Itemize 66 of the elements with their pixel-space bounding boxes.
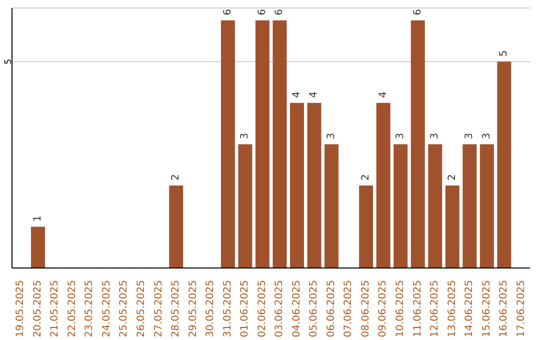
data-label: 6 [222, 9, 234, 16]
x-tick-label: 09.06.2025 [378, 280, 389, 338]
data-label: 4 [308, 92, 320, 98]
data-label: 3 [240, 132, 251, 140]
bar [238, 144, 252, 268]
data-label: 4 [291, 92, 302, 98]
x-tick-label: 01.06.2025 [240, 280, 251, 338]
bar [480, 144, 494, 268]
bar [410, 20, 425, 268]
x-tick-label: 12.06.2025 [430, 280, 441, 338]
bar [290, 102, 304, 268]
data-label: 5 [498, 50, 510, 57]
bar [307, 102, 322, 268]
bar [30, 226, 45, 268]
x-tick-label: 27.05.2025 [153, 280, 164, 338]
bar [428, 144, 442, 268]
data-label: 2 [170, 174, 182, 180]
x-tick-label: 04.06.2025 [291, 280, 302, 338]
bar [255, 20, 270, 268]
data-label: 3 [395, 132, 406, 140]
x-tick-label: 13.06.2025 [446, 280, 458, 338]
x-tick-label: 31.05.2025 [222, 280, 234, 338]
x-tick-label: 08.06.2025 [360, 280, 372, 338]
data-label: 3 [430, 132, 441, 140]
x-tick-label: 21.05.2025 [50, 280, 61, 338]
bar [324, 144, 339, 268]
x-tick-label: 23.05.2025 [84, 280, 96, 338]
data-label: 3 [481, 132, 492, 140]
x-tick-label: 29.05.2025 [188, 280, 199, 338]
x-tick-label: 22.05.2025 [66, 280, 78, 338]
bar [462, 144, 477, 268]
x-tick-label: 26.05.2025 [136, 280, 147, 338]
bar [169, 185, 184, 268]
bar [394, 144, 408, 268]
data-label: 2 [360, 174, 372, 180]
x-tick-label: 20.05.2025 [32, 280, 44, 338]
data-label: 3 [464, 132, 476, 140]
x-tick-label: 19.05.2025 [15, 280, 26, 338]
x-tick-label: 14.06.2025 [464, 280, 476, 338]
x-tick-label: 16.06.2025 [498, 280, 510, 338]
x-tick-label: 02.06.2025 [256, 280, 268, 338]
data-label: 6 [274, 9, 286, 16]
bar [445, 185, 460, 268]
x-tick-label: 05.06.2025 [308, 280, 320, 338]
bar [359, 185, 374, 268]
x-tick-label: 10.06.2025 [395, 280, 406, 338]
x-tick-label: 06.06.2025 [326, 280, 337, 338]
data-label: 1 [32, 215, 44, 222]
x-tick-label: 11.06.2025 [412, 280, 424, 338]
bar [272, 20, 287, 268]
bar [220, 20, 235, 268]
x-tick-label: 15.06.2025 [481, 280, 492, 338]
bar [376, 102, 390, 268]
x-tick-label: 07.06.2025 [343, 280, 354, 338]
data-label: 4 [378, 92, 389, 98]
x-tick-label: 24.05.2025 [101, 280, 112, 338]
data-label: 2 [446, 174, 458, 180]
data-label: 6 [412, 9, 424, 16]
x-tick-label: 03.06.2025 [274, 280, 286, 338]
x-tick-label: 25.05.2025 [118, 280, 130, 338]
x-tick-label: 17.06.2025 [516, 280, 527, 338]
data-label: 3 [326, 132, 338, 140]
bar [497, 62, 512, 268]
x-tick-label: 28.05.2025 [170, 280, 182, 338]
x-tick-label: 30.05.2025 [205, 280, 216, 338]
data-label: 6 [256, 9, 268, 16]
